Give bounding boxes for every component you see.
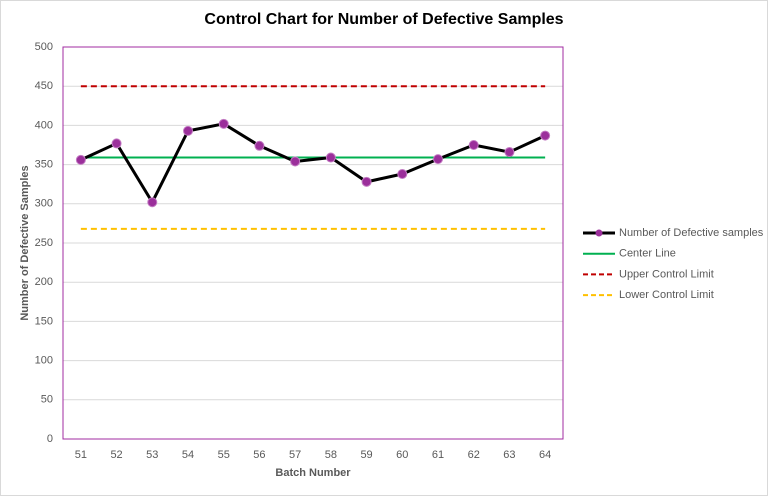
y-tick-label: 300	[35, 198, 53, 210]
x-tick-label: 59	[360, 449, 372, 461]
y-tick-label: 0	[47, 433, 53, 445]
data-point	[183, 125, 193, 136]
legend-label: Center Line	[619, 248, 676, 260]
y-tick-label: 500	[35, 41, 53, 53]
x-tick-label: 63	[503, 449, 515, 461]
y-tick-label: 200	[35, 276, 53, 288]
x-tick-label: 53	[146, 449, 158, 461]
data-point	[254, 140, 265, 151]
x-tick-label: 56	[253, 449, 265, 461]
y-tick-label: 50	[41, 394, 53, 406]
data-point	[147, 197, 158, 208]
x-tick-label: 61	[432, 449, 444, 461]
x-tick-label: 54	[182, 449, 194, 461]
legend-marker	[595, 229, 603, 237]
chart-title: Control Chart for Number of Defective Sa…	[204, 11, 563, 28]
data-point	[361, 176, 372, 187]
data-point	[218, 118, 229, 129]
series-line	[80, 122, 546, 204]
y-tick-label: 350	[35, 159, 53, 171]
x-tick-label: 52	[110, 449, 122, 461]
data-point	[397, 169, 408, 180]
data-point	[111, 138, 122, 149]
y-tick-label: 250	[35, 237, 53, 249]
x-tick-label: 57	[289, 449, 301, 461]
data-point	[433, 154, 443, 165]
data-point	[75, 154, 86, 165]
x-tick-label: 64	[539, 449, 551, 461]
y-tick-label: 450	[35, 80, 53, 92]
x-axis-title: Batch Number	[275, 467, 351, 479]
legend-label: Number of Defective samples	[619, 227, 764, 239]
legend-label: Upper Control Limit	[619, 268, 714, 280]
y-tick-label: 150	[35, 315, 53, 327]
x-tick-label: 58	[325, 449, 337, 461]
data-point	[540, 130, 551, 141]
data-point	[325, 152, 336, 163]
x-tick-label: 51	[75, 449, 87, 461]
data-point	[468, 140, 479, 150]
y-tick-label: 100	[35, 355, 53, 367]
y-tick-label: 400	[35, 119, 53, 131]
x-tick-label: 60	[396, 449, 408, 461]
x-tick-label: 62	[468, 449, 480, 461]
y-axis-title: Number of Defective Samples	[19, 165, 31, 320]
plot-border	[62, 46, 564, 440]
x-tick-label: 55	[218, 449, 230, 461]
data-point	[504, 147, 515, 158]
data-point	[290, 156, 301, 167]
legend-label: Lower Control Limit	[619, 289, 714, 301]
